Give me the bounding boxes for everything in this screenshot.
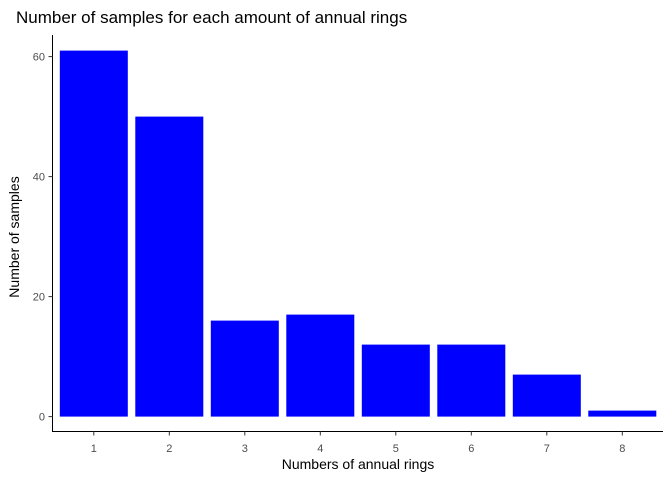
x-tick-label: 4: [317, 443, 323, 455]
bar-7: [512, 374, 581, 417]
y-tick-label: 0: [39, 412, 45, 424]
x-tick-label: 1: [91, 443, 97, 455]
y-tick-label: 60: [33, 52, 45, 64]
x-axis-title: Numbers of annual rings: [282, 456, 435, 472]
chart-title: Number of samples for each amount of ann…: [16, 8, 407, 27]
y-tick-label: 20: [33, 292, 45, 304]
x-tick-label: 3: [242, 443, 248, 455]
x-tick-label: 7: [544, 443, 550, 455]
bar-8: [588, 410, 657, 417]
x-axis-ticks: 1 2 3 4 5 6 7 8: [91, 431, 625, 455]
x-tick-label: 8: [619, 443, 625, 455]
x-tick-label: 5: [393, 443, 399, 455]
bars-group: [59, 50, 657, 417]
y-tick-label: 40: [33, 172, 45, 184]
x-tick-label: 6: [468, 443, 474, 455]
bar-1: [59, 50, 128, 417]
y-axis-title: Number of samples: [6, 176, 22, 297]
bar-2: [135, 116, 204, 417]
bar-4: [286, 314, 355, 417]
bar-6: [437, 344, 506, 417]
y-axis-ticks: 0 20 40 60: [33, 52, 53, 424]
bar-3: [210, 320, 279, 417]
bar-5: [361, 344, 430, 417]
x-tick-label: 2: [166, 443, 172, 455]
